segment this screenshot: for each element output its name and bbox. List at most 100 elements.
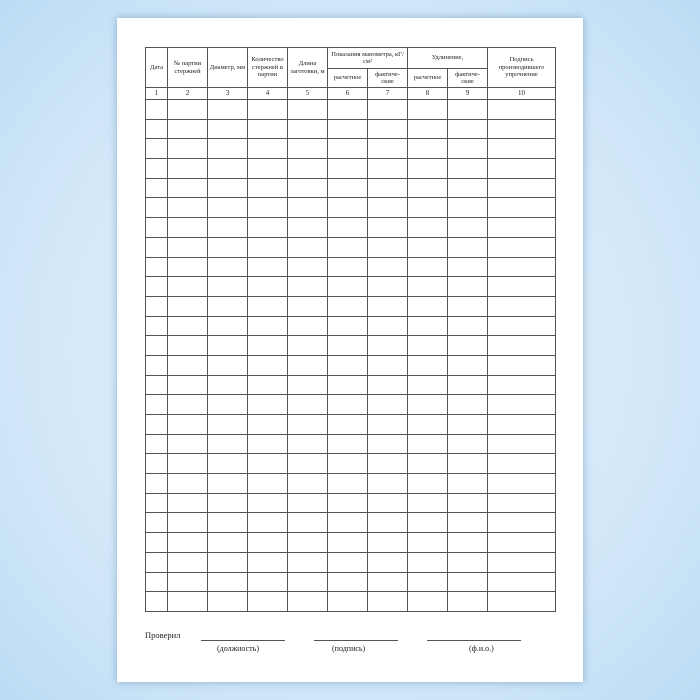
table-cell[interactable] bbox=[207, 335, 248, 356]
table-cell[interactable] bbox=[327, 197, 368, 219]
table-cell[interactable] bbox=[447, 453, 489, 475]
table-cell[interactable] bbox=[487, 315, 557, 337]
table-cell[interactable] bbox=[366, 512, 409, 534]
table-cell[interactable] bbox=[487, 571, 557, 593]
table-cell[interactable] bbox=[407, 158, 449, 179]
table-cell[interactable] bbox=[145, 158, 168, 179]
table-cell[interactable] bbox=[287, 295, 328, 317]
table-cell[interactable] bbox=[247, 118, 288, 140]
table-cell[interactable] bbox=[287, 138, 328, 160]
table-cell[interactable] bbox=[366, 295, 409, 317]
table-cell[interactable] bbox=[287, 158, 328, 179]
table-cell[interactable] bbox=[207, 453, 248, 475]
table-cell[interactable] bbox=[167, 315, 208, 337]
table-cell[interactable] bbox=[287, 433, 328, 455]
table-cell[interactable] bbox=[145, 492, 168, 514]
table-cell[interactable] bbox=[366, 532, 409, 553]
table-cell[interactable] bbox=[487, 118, 557, 140]
table-cell[interactable] bbox=[247, 492, 288, 514]
table-cell[interactable] bbox=[447, 591, 489, 612]
table-cell[interactable] bbox=[287, 414, 328, 435]
table-cell[interactable] bbox=[366, 158, 409, 179]
table-cell[interactable] bbox=[407, 295, 449, 317]
table-cell[interactable] bbox=[247, 473, 288, 494]
table-cell[interactable] bbox=[207, 217, 248, 238]
table-cell[interactable] bbox=[145, 315, 168, 337]
table-cell[interactable] bbox=[287, 512, 328, 534]
table-cell[interactable] bbox=[407, 99, 449, 120]
table-cell[interactable] bbox=[145, 433, 168, 455]
table-cell[interactable] bbox=[327, 276, 368, 297]
table-cell[interactable] bbox=[407, 512, 449, 534]
table-cell[interactable] bbox=[145, 394, 168, 415]
table-cell[interactable] bbox=[145, 335, 168, 356]
table-cell[interactable] bbox=[447, 374, 489, 396]
table-cell[interactable] bbox=[366, 354, 409, 376]
table-cell[interactable] bbox=[447, 138, 489, 160]
table-cell[interactable] bbox=[247, 315, 288, 337]
table-cell[interactable] bbox=[207, 374, 248, 396]
table-cell[interactable] bbox=[167, 591, 208, 612]
table-cell[interactable] bbox=[167, 177, 208, 199]
table-cell[interactable] bbox=[487, 138, 557, 160]
table-cell[interactable] bbox=[407, 551, 449, 573]
table-cell[interactable] bbox=[287, 532, 328, 553]
table-cell[interactable] bbox=[407, 414, 449, 435]
table-cell[interactable] bbox=[447, 354, 489, 376]
table-cell[interactable] bbox=[487, 295, 557, 317]
table-cell[interactable] bbox=[366, 236, 409, 258]
table-cell[interactable] bbox=[327, 473, 368, 494]
table-cell[interactable] bbox=[167, 512, 208, 534]
table-cell[interactable] bbox=[207, 236, 248, 258]
table-cell[interactable] bbox=[247, 256, 288, 278]
table-cell[interactable] bbox=[287, 217, 328, 238]
table-cell[interactable] bbox=[327, 374, 368, 396]
table-cell[interactable] bbox=[167, 99, 208, 120]
table-cell[interactable] bbox=[447, 473, 489, 494]
table-cell[interactable] bbox=[145, 118, 168, 140]
table-cell[interactable] bbox=[327, 295, 368, 317]
table-cell[interactable] bbox=[207, 473, 248, 494]
table-cell[interactable] bbox=[487, 374, 557, 396]
table-cell[interactable] bbox=[366, 138, 409, 160]
table-cell[interactable] bbox=[407, 177, 449, 199]
table-cell[interactable] bbox=[247, 551, 288, 573]
table-cell[interactable] bbox=[247, 335, 288, 356]
table-cell[interactable] bbox=[287, 354, 328, 376]
table-cell[interactable] bbox=[327, 256, 368, 278]
table-cell[interactable] bbox=[207, 295, 248, 317]
table-cell[interactable] bbox=[487, 236, 557, 258]
table-cell[interactable] bbox=[487, 99, 557, 120]
table-cell[interactable] bbox=[487, 177, 557, 199]
table-cell[interactable] bbox=[247, 295, 288, 317]
table-cell[interactable] bbox=[366, 453, 409, 475]
table-cell[interactable] bbox=[487, 492, 557, 514]
table-cell[interactable] bbox=[447, 492, 489, 514]
table-cell[interactable] bbox=[407, 236, 449, 258]
table-cell[interactable] bbox=[366, 492, 409, 514]
table-cell[interactable] bbox=[247, 512, 288, 534]
table-cell[interactable] bbox=[287, 394, 328, 415]
table-cell[interactable] bbox=[247, 138, 288, 160]
table-cell[interactable] bbox=[407, 138, 449, 160]
table-cell[interactable] bbox=[327, 118, 368, 140]
table-cell[interactable] bbox=[167, 256, 208, 278]
table-cell[interactable] bbox=[287, 374, 328, 396]
table-cell[interactable] bbox=[167, 473, 208, 494]
table-cell[interactable] bbox=[366, 433, 409, 455]
table-cell[interactable] bbox=[487, 433, 557, 455]
table-cell[interactable] bbox=[407, 217, 449, 238]
table-cell[interactable] bbox=[145, 99, 168, 120]
table-cell[interactable] bbox=[407, 335, 449, 356]
table-cell[interactable] bbox=[167, 276, 208, 297]
table-cell[interactable] bbox=[207, 138, 248, 160]
table-cell[interactable] bbox=[207, 571, 248, 593]
table-cell[interactable] bbox=[167, 551, 208, 573]
table-cell[interactable] bbox=[167, 197, 208, 219]
table-cell[interactable] bbox=[167, 532, 208, 553]
table-cell[interactable] bbox=[167, 335, 208, 356]
table-cell[interactable] bbox=[167, 118, 208, 140]
table-cell[interactable] bbox=[366, 473, 409, 494]
table-cell[interactable] bbox=[366, 276, 409, 297]
table-cell[interactable] bbox=[207, 414, 248, 435]
